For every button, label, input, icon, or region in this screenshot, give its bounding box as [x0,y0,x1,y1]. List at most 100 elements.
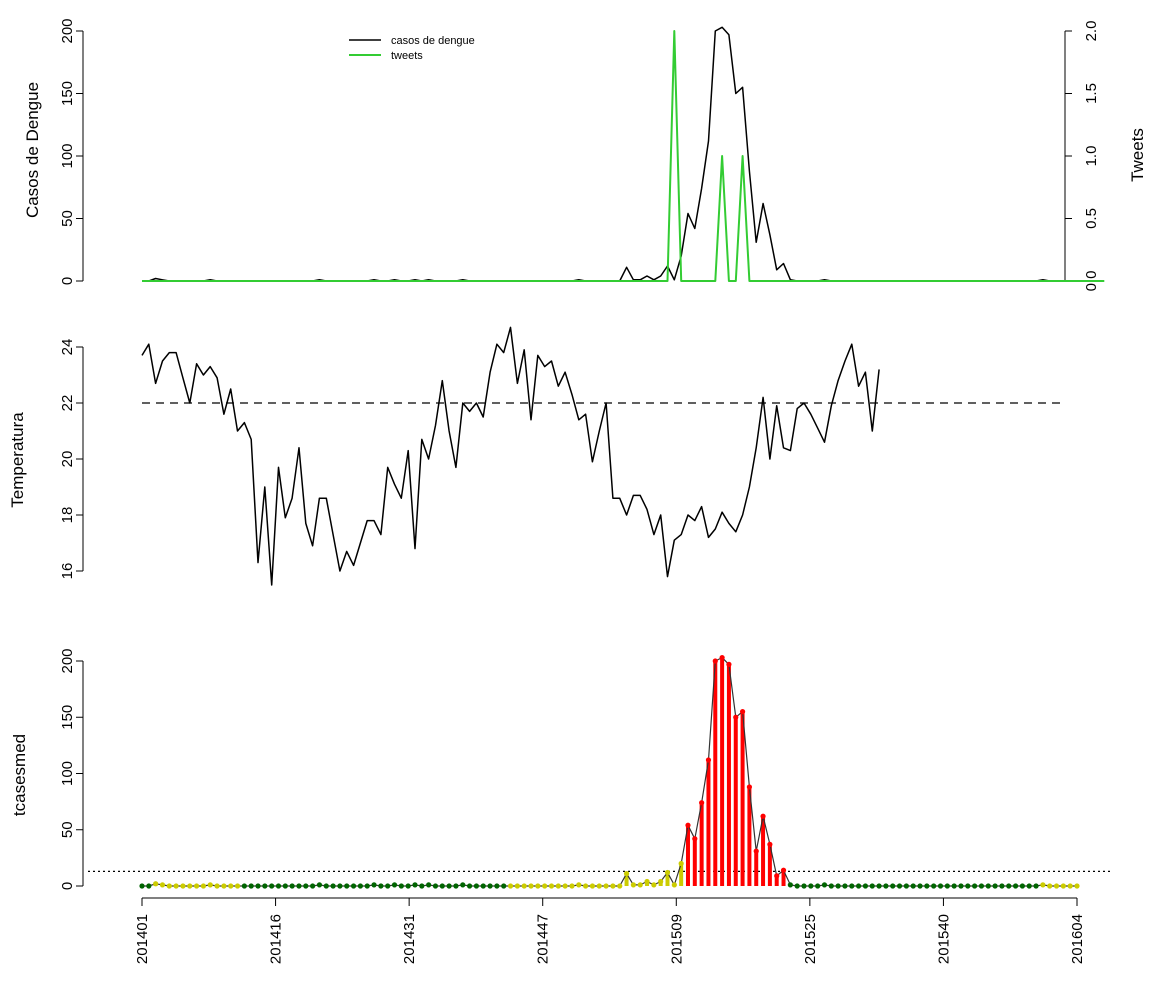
point [965,883,971,889]
point [671,882,677,888]
point [890,883,896,889]
point [248,883,254,889]
point [767,841,773,847]
point [849,883,855,889]
bottom-panel: 0 50 100 150 200 tcasesmed 201401 201416 20143… [10,648,1110,964]
point [637,882,643,888]
x-tick-label: 201540 [935,914,952,964]
top-left-tick-label: 50 [59,210,76,227]
bottom-tick-label: 0 [59,882,76,890]
point [159,882,166,888]
point [924,883,930,889]
point [501,883,507,889]
point [583,883,589,889]
point [603,883,609,889]
point [719,655,725,661]
point [972,883,978,889]
point [378,883,384,889]
point [931,883,937,889]
point [364,883,370,889]
middle-axis-ticks: 16 18 20 22 24 [59,339,84,580]
top-left-tick-label: 150 [59,81,76,106]
top-left-axis-label: Casos de Dengue [23,82,42,218]
point [282,883,288,889]
legend-label-tweets: tweets [391,50,423,62]
point [746,784,753,790]
point [842,883,848,889]
temperature-line [141,326,880,586]
bottom-tick-label: 200 [59,648,76,673]
point [405,883,411,889]
point [692,836,698,842]
point [371,882,377,888]
point [234,883,241,889]
point [187,883,193,889]
x-tick-label: 201525 [802,914,819,964]
point [1053,883,1060,889]
point [883,883,889,889]
point [303,883,309,889]
point [385,883,391,889]
point [521,883,527,889]
point [439,883,445,889]
top-right-tick-label: 2.0 [1083,21,1100,42]
point [644,878,650,885]
point [330,883,336,889]
point [978,883,985,889]
point [774,873,780,879]
point [446,883,452,889]
point [1019,883,1026,889]
point [780,867,787,873]
series-line-tweets [142,30,1105,282]
point [357,883,363,889]
point [426,882,432,888]
point [869,883,875,889]
point [1033,883,1039,889]
point [432,883,439,889]
point [917,883,923,889]
point [685,822,691,828]
top-right-tick-label: 1.5 [1083,83,1100,104]
point [992,883,998,889]
point [835,883,841,889]
x-tick-label: 201401 [134,914,151,964]
top-right-axis-label: Tweets [1128,128,1147,182]
legend: casos de dengue tweets [349,35,475,62]
point [507,883,514,889]
top-left-tick-label: 100 [59,143,76,168]
point [576,882,582,888]
point [153,881,159,887]
point [821,882,828,888]
point [412,882,418,888]
point [712,658,718,664]
point [542,883,548,889]
point [289,883,295,889]
point [903,883,909,889]
x-tick-label: 201509 [668,914,685,964]
bottom-tick-label: 100 [59,761,76,786]
point [350,883,357,889]
point [1060,883,1066,889]
bottom-tick-label: 150 [59,705,76,730]
middle-series-group [141,326,1060,586]
bottom-x-axis: 201401 201416 201431 201447 201509 201525 2015… [134,897,1086,964]
point [951,883,957,889]
point [487,883,493,889]
point [1040,882,1046,888]
point [910,883,916,889]
middle-axis-label: Temperatura [8,412,27,508]
point [726,661,732,667]
point [828,883,834,889]
point [651,882,657,888]
point [617,883,623,889]
middle-tick-label: 16 [59,563,76,580]
point [193,883,200,889]
point [296,883,302,889]
point [630,882,636,888]
point [589,883,596,889]
point [1047,883,1053,889]
point [269,883,275,889]
point [705,757,712,763]
point [753,848,759,854]
